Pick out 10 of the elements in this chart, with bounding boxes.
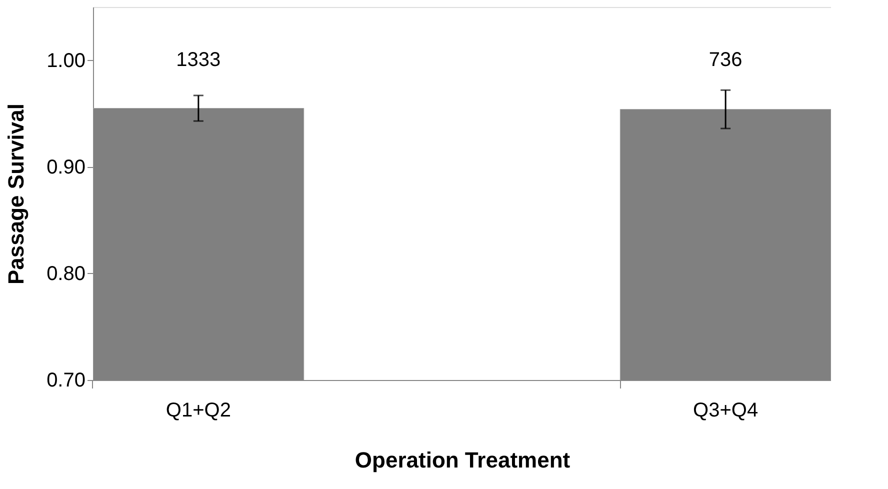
y-axis-title: Passage Survival [4,103,29,285]
x-tick-label: Q3+Q4 [693,400,758,422]
x-tick-label: Q1+Q2 [166,400,231,422]
x-axis-title: Operation Treatment [354,448,571,472]
y-tick-label: 0.80 [46,262,86,285]
y-tick-label: 0.90 [46,156,86,178]
annotation: 1333 [176,49,221,71]
y-tick-label: 0.70 [46,370,86,392]
y-tick-label: 1.00 [46,50,86,72]
annotation: 736 [708,49,742,71]
